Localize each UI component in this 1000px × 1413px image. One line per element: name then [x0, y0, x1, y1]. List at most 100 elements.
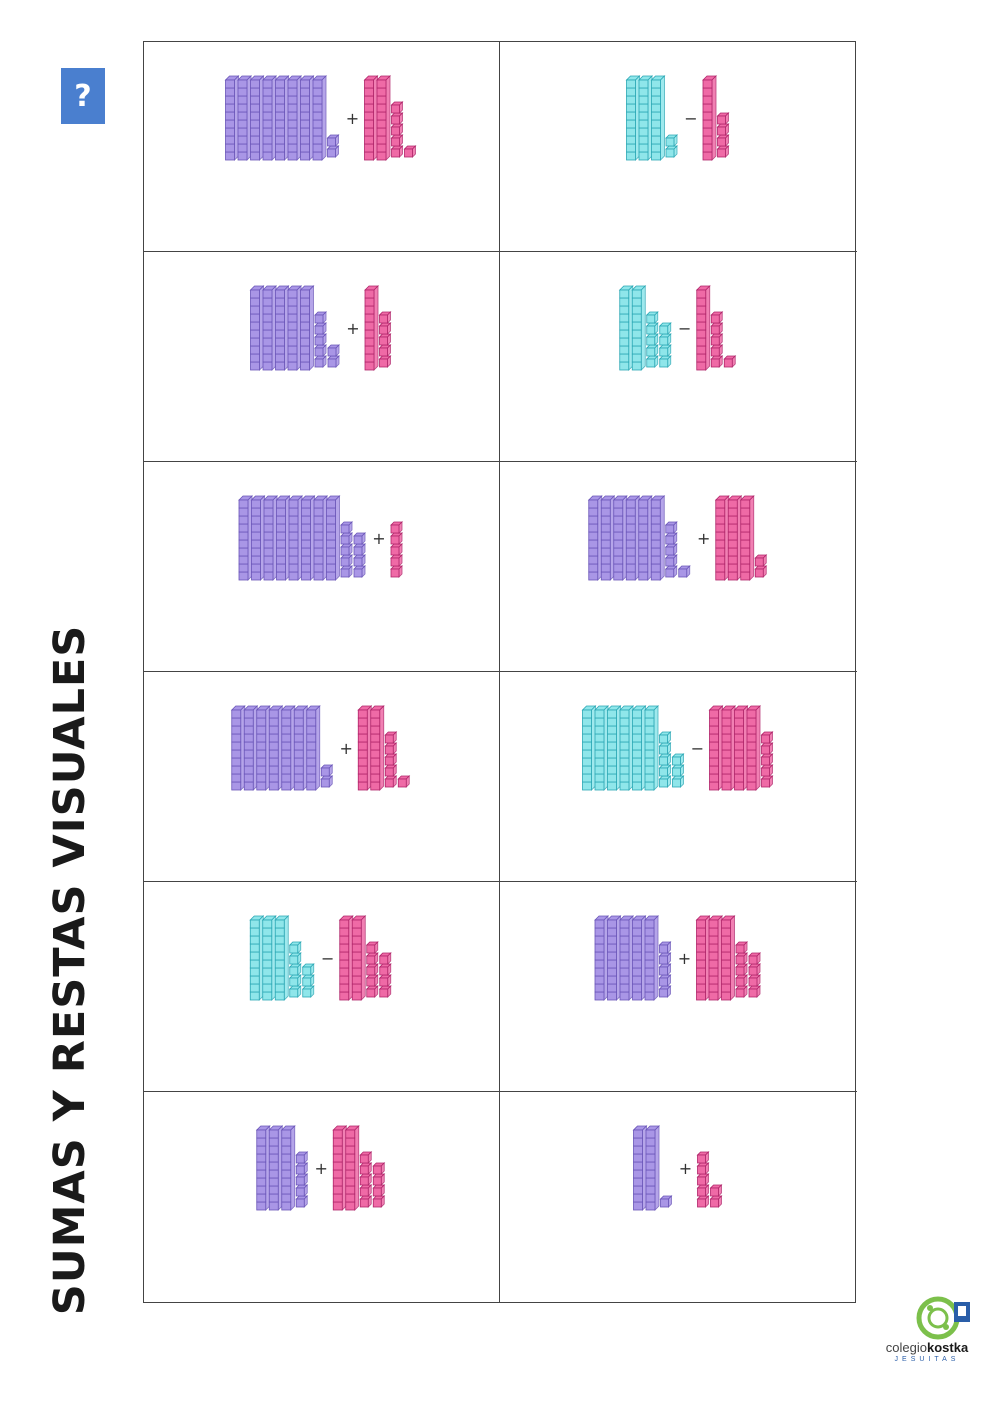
exercise-cell[interactable]: +: [144, 672, 500, 882]
ten-rod: [280, 705, 296, 791]
unit-cube: [645, 355, 659, 368]
unit-cube: [340, 554, 353, 567]
ten-rod: [644, 915, 659, 1001]
unit-cube: [359, 1173, 373, 1186]
minuend-group: [238, 495, 366, 581]
minuend-group: [632, 1125, 673, 1211]
unit-cube: [390, 134, 404, 147]
unit-cube: [658, 941, 672, 954]
unit-cube: [671, 753, 685, 766]
unit-cube: [365, 974, 379, 987]
unit-cube: [403, 145, 417, 158]
operator-sign: +: [346, 319, 359, 338]
unit-cube: [716, 145, 730, 158]
operator-sign: −: [321, 949, 334, 968]
unit-cube: [314, 333, 327, 346]
ten-rod: [650, 495, 666, 581]
ten-rod: [695, 285, 711, 371]
base-ten-blocks-figure: −: [581, 705, 774, 791]
unit-cube: [384, 775, 398, 788]
unit-cube: [760, 764, 774, 777]
logo-wordmark: colegiokostka: [885, 1340, 969, 1355]
unit-cube: [696, 1173, 710, 1186]
unit-cube: [384, 764, 398, 777]
ten-rod: [594, 705, 609, 791]
base-ten-blocks-figure: +: [224, 75, 417, 161]
exercise-cell[interactable]: +: [144, 252, 500, 462]
ten-rod: [274, 75, 290, 161]
unit-cube: [664, 532, 678, 545]
exercise-cell[interactable]: −: [500, 42, 857, 252]
unit-cube: [372, 1184, 386, 1197]
operator-sign: −: [684, 109, 697, 128]
exercise-cell[interactable]: +: [500, 1092, 857, 1302]
unit-cube: [658, 974, 672, 987]
unit-cube: [301, 974, 315, 987]
unit-cube: [301, 963, 315, 976]
unit-cube: [645, 311, 659, 324]
unit-cube: [314, 344, 327, 357]
ten-rod: [625, 495, 641, 581]
unit-cube: [384, 742, 398, 755]
unit-cube: [658, 985, 672, 998]
ten-rod: [338, 915, 354, 1001]
exercise-cell[interactable]: −: [500, 672, 857, 882]
unit-cube: [760, 775, 774, 788]
ten-rod: [733, 705, 749, 791]
unit-cube: [754, 554, 768, 567]
ten-rod: [594, 915, 609, 1001]
ten-rod: [250, 495, 266, 581]
ten-rod: [293, 705, 309, 791]
unit-cube: [645, 322, 659, 335]
ten-rod: [249, 75, 265, 161]
ten-rod: [619, 915, 634, 1001]
ten-rod: [600, 495, 616, 581]
minuend-group: [230, 705, 334, 791]
exercise-cell[interactable]: +: [144, 462, 500, 672]
ten-rod: [313, 495, 328, 581]
unit-cube: [723, 355, 737, 368]
unit-cube: [716, 123, 730, 136]
ten-rod: [262, 285, 277, 371]
operator-sign: −: [678, 319, 691, 338]
unit-cube: [754, 565, 768, 578]
unit-cube: [314, 311, 327, 324]
ten-rod: [268, 705, 284, 791]
ten-rod: [237, 75, 252, 161]
base-ten-blocks-figure: −: [625, 75, 730, 161]
exercise-cell[interactable]: +: [144, 42, 500, 252]
ten-rod: [287, 285, 302, 371]
ten-rod: [632, 1125, 648, 1211]
unit-cube: [326, 134, 340, 147]
ten-rod: [702, 75, 717, 161]
ten-rod: [249, 915, 265, 1001]
ten-rod: [727, 495, 743, 581]
ten-rod: [238, 495, 253, 581]
minuend-group: [224, 75, 340, 161]
exercise-cell[interactable]: +: [144, 1092, 500, 1302]
unit-cube: [390, 521, 403, 534]
ten-rod: [312, 75, 327, 161]
unit-cube: [320, 775, 334, 788]
ten-rod: [288, 495, 303, 581]
unit-cube: [353, 565, 366, 578]
unit-cube: [735, 974, 748, 987]
unit-cube: [327, 344, 340, 357]
help-button[interactable]: ?: [61, 68, 105, 124]
addend-group: [696, 1151, 723, 1208]
ten-rod: [612, 495, 628, 581]
minuend-group: [587, 495, 691, 581]
base-ten-blocks-figure: +: [632, 1125, 723, 1211]
unit-cube: [658, 753, 672, 766]
ten-rod: [720, 915, 736, 1001]
exercise-cell[interactable]: +: [500, 462, 857, 672]
unit-cube: [696, 1162, 710, 1175]
ten-rod: [581, 705, 597, 791]
exercise-cell[interactable]: −: [500, 252, 857, 462]
unit-cube: [658, 963, 672, 976]
ten-rod: [274, 915, 290, 1001]
exercise-cell[interactable]: +: [500, 882, 857, 1092]
exercise-cell[interactable]: −: [144, 882, 500, 1092]
addend-group: [357, 705, 411, 791]
unit-cube: [295, 1151, 309, 1164]
